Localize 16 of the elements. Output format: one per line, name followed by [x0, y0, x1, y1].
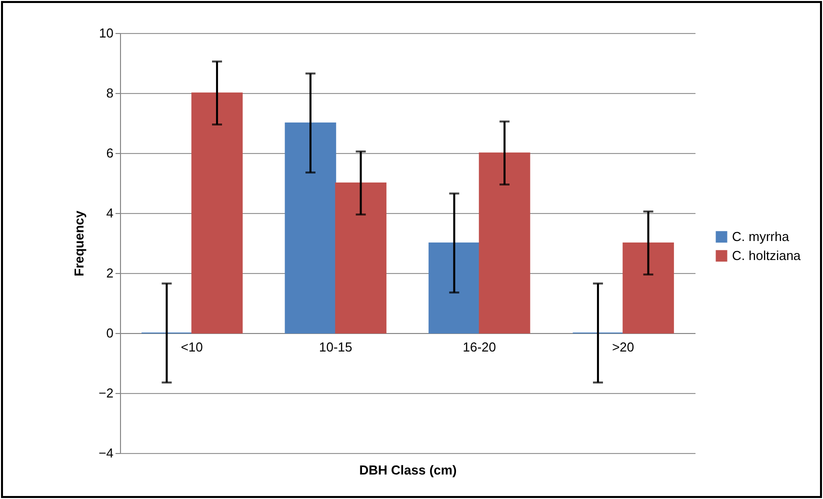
x-tick-label: 10-15: [319, 340, 352, 354]
y-tick-label: −2: [98, 386, 114, 400]
x-tick-label: 16-20: [462, 340, 496, 354]
legend-label: C. myrrha: [732, 228, 790, 244]
y-tick-label: 0: [106, 326, 114, 340]
y-tick-label: 10: [99, 26, 114, 40]
y-tick-label: 6: [106, 146, 114, 160]
x-tick-label: <10: [180, 340, 203, 354]
x-tick-label: >20: [612, 340, 634, 354]
y-axis-title: Frequency: [72, 210, 87, 276]
legend-label: C. holtziana: [732, 248, 802, 263]
y-tick-label: −4: [98, 446, 114, 460]
y-tick-label: 2: [106, 266, 114, 280]
y-tick-label: 8: [106, 86, 114, 100]
x-axis-title: DBH Class (cm): [359, 462, 457, 478]
y-tick-label: 4: [106, 206, 114, 220]
